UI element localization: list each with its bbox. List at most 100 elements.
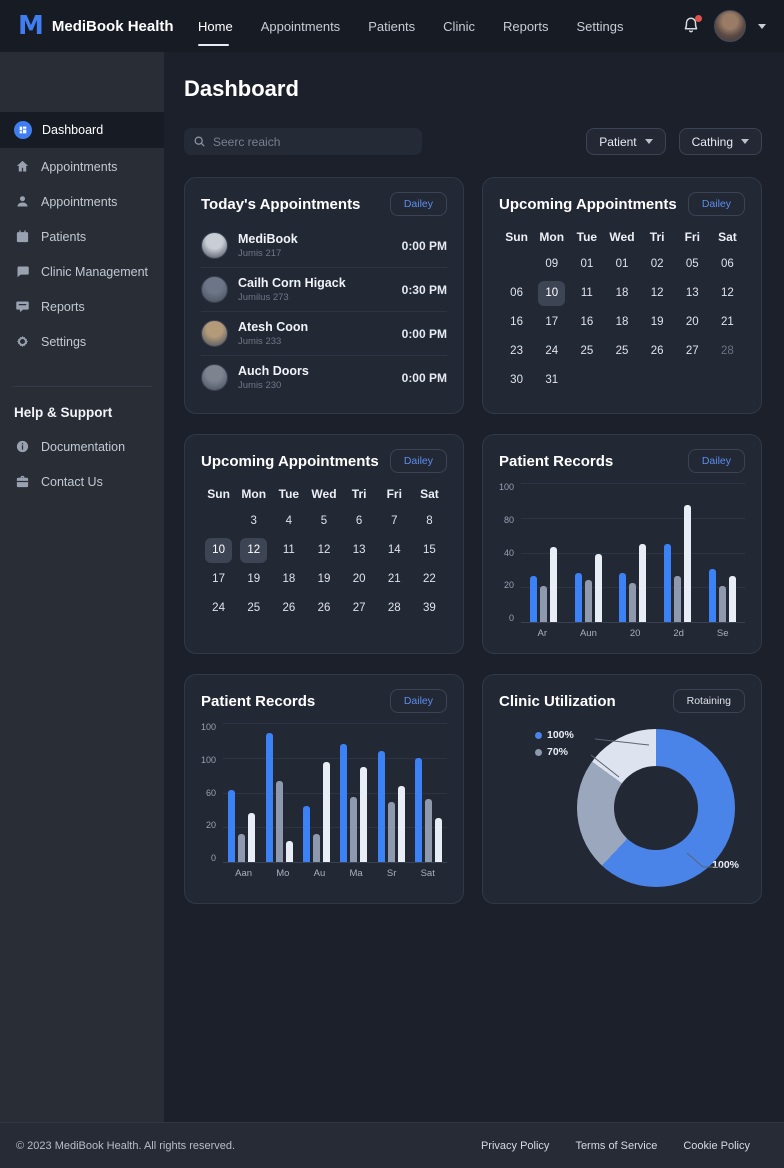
white-bar[interactable] [322,761,330,862]
sidebar-item-appointments[interactable]: Appointments [0,185,164,218]
gray-bar[interactable] [275,781,283,862]
appointment-row[interactable]: Auch Doors Jumis 230 0:00 PM [201,355,447,399]
sidebar-item-appointments[interactable]: Appointments [0,150,164,183]
calendar-day[interactable]: 25 [247,602,261,614]
calendar-day[interactable]: 13 [685,287,699,299]
calendar-day[interactable]: 24 [212,602,225,614]
footer-link-terms-of-service[interactable]: Terms of Service [575,1139,658,1152]
blue-bar[interactable] [228,789,236,862]
calendar-day[interactable]: 16 [580,316,594,328]
white-bar[interactable] [434,817,442,862]
nav-link-patients[interactable]: Patients [368,18,416,34]
calendar-day[interactable]: 18 [615,316,629,328]
appointment-row[interactable]: Atesh Coon Jumis 233 0:00 PM [201,311,447,355]
calendar-day[interactable]: 8 [426,515,433,527]
calendar-day[interactable]: 30 [510,374,523,386]
sidebar-item-contact-us[interactable]: Contact Us [0,465,164,498]
gray-bar[interactable] [584,580,592,622]
blue-bar[interactable] [414,757,422,862]
calendar-day[interactable]: 14 [387,544,401,556]
sidebar-item-reports[interactable]: Reports [0,290,164,323]
notifications-bell-icon[interactable] [682,15,702,36]
calendar-day[interactable]: 3 [250,515,257,527]
calendar-day[interactable]: 21 [721,316,734,328]
calendar-day[interactable]: 13 [352,544,366,556]
calendar-day[interactable]: 18 [282,573,296,585]
blue-bar[interactable] [709,569,717,622]
dailey-button[interactable]: Dailey [687,192,745,216]
calendar-day[interactable]: 17 [545,316,559,328]
user-avatar[interactable] [714,10,746,42]
calendar-day[interactable]: 22 [423,573,436,585]
calendar-day[interactable]: 4 [285,515,293,527]
sidebar-item-dashboard[interactable]: Dashboard [0,112,164,148]
calendar-day[interactable]: 11 [580,287,593,299]
filter-patient-dropdown[interactable]: Patient [586,128,666,155]
nav-link-settings[interactable]: Settings [576,18,624,34]
calendar-day[interactable]: 19 [317,573,331,585]
calendar-day[interactable]: 17 [212,573,225,585]
blue-bar[interactable] [574,573,582,622]
footer-link-cookie-policy[interactable]: Cookie Policy [683,1139,750,1152]
white-bar[interactable] [639,544,647,622]
nav-link-appointments[interactable]: Appointments [260,18,341,34]
calendar-day[interactable]: 12 [650,287,664,299]
nav-link-clinic[interactable]: Clinic [443,18,475,34]
calendar-day[interactable]: 18 [615,287,629,299]
calendar-day[interactable]: 01 [615,258,629,270]
white-bar[interactable] [729,576,737,622]
blue-bar[interactable] [529,576,537,622]
calendar-day[interactable]: 31 [545,374,559,386]
gray-bar[interactable] [424,799,432,862]
calendar-day[interactable]: 20 [685,316,699,328]
gray-bar[interactable] [539,585,547,622]
chevron-down-icon[interactable] [758,23,766,29]
calendar-day[interactable]: 10 [205,538,233,563]
white-bar[interactable] [397,785,405,862]
sidebar-item-patients[interactable]: Patients [0,220,164,253]
calendar-day[interactable]: 24 [545,345,559,357]
gray-bar[interactable] [238,834,246,862]
gray-bar[interactable] [387,802,395,862]
white-bar[interactable] [248,813,256,862]
white-bar[interactable] [360,767,368,862]
white-bar[interactable] [549,546,557,622]
calendar-day[interactable]: 09 [545,258,559,270]
calendar-day[interactable]: 21 [387,573,401,585]
dailey-button[interactable]: Dailey [389,449,447,473]
calendar-day[interactable]: 06 [510,287,523,299]
sidebar-item-documentation[interactable]: Documentation [0,430,164,463]
appointment-row[interactable]: Cailh Corn Higack Jumilus 273 0:30 PM [201,267,447,311]
calendar-day[interactable]: 5 [320,515,328,527]
calendar-day[interactable]: 6 [355,515,363,527]
filter-cathing-dropdown[interactable]: Cathing [678,128,762,155]
calendar-day[interactable]: 27 [685,345,699,357]
calendar-day[interactable]: 26 [282,602,296,614]
white-bar[interactable] [285,841,293,862]
calendar-day[interactable]: 19 [650,316,664,328]
calendar-day[interactable]: 16 [510,316,523,328]
gray-bar[interactable] [674,576,682,622]
blue-bar[interactable] [265,732,273,862]
search-box[interactable] [184,128,422,155]
calendar-day[interactable]: 10 [538,281,566,306]
calendar-day[interactable]: 23 [510,345,523,357]
nav-link-home[interactable]: Home [198,0,233,52]
calendar-day[interactable]: 26 [317,602,331,614]
calendar-day[interactable]: 19 [247,573,261,585]
sidebar-item-clinic-management[interactable]: Clinic Management [0,255,164,288]
dailey-button[interactable]: Dailey [687,449,745,473]
appointment-row[interactable]: MediBook Jumis 217 0:00 PM [201,224,447,267]
calendar-day[interactable]: 7 [391,515,398,527]
calendar-day[interactable]: 28 [387,602,401,614]
calendar-day[interactable]: 26 [650,345,664,357]
brand[interactable]: M MediBook Health [18,13,176,39]
calendar-day[interactable]: 11 [282,544,295,556]
nav-link-reports[interactable]: Reports [502,18,549,34]
calendar-day[interactable]: 20 [352,573,366,585]
blue-bar[interactable] [619,573,627,622]
calendar-day[interactable]: 02 [650,258,664,270]
blue-bar[interactable] [664,544,672,622]
gray-bar[interactable] [719,585,727,622]
gray-bar[interactable] [350,796,358,862]
